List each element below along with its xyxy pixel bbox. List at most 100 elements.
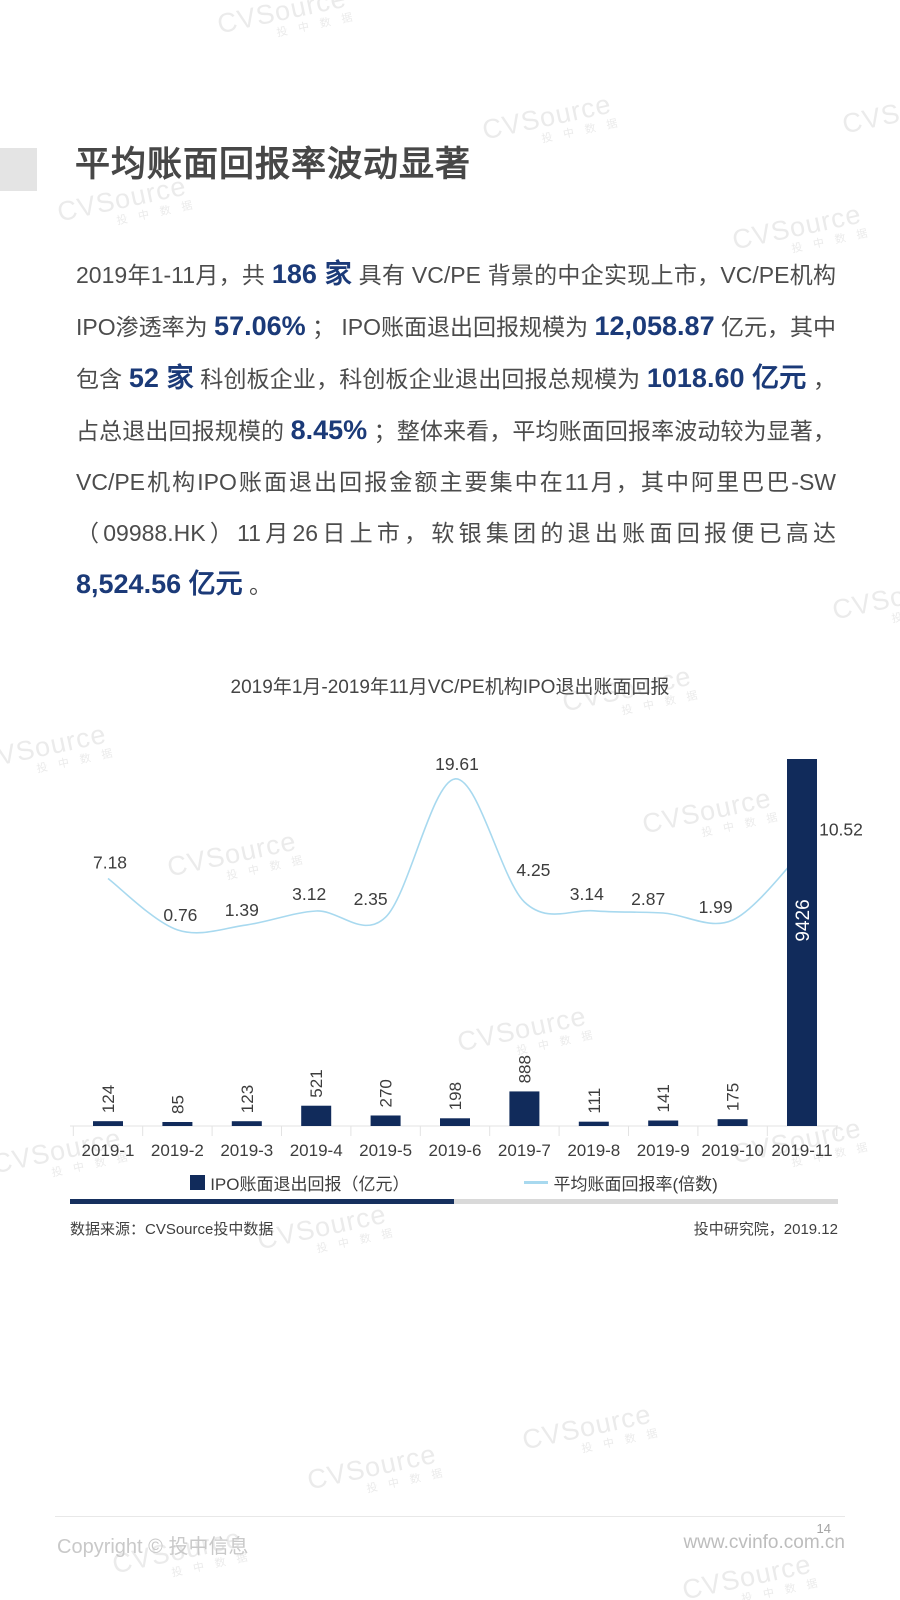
legend-line-label: 平均账面回报率(倍数) [553, 1175, 718, 1194]
bar-value-label: 270 [377, 1079, 396, 1107]
x-axis-label: 2019-4 [290, 1141, 343, 1160]
paragraph-segment: ； IPO账面退出回报规模为 [305, 314, 595, 340]
x-axis-label: 2019-2 [151, 1141, 204, 1160]
watermark-brand-text: CVSource [839, 82, 900, 140]
x-axis-label: 2019-7 [498, 1141, 551, 1160]
page-title: 平均账面回报率波动显著 [75, 145, 472, 184]
paragraph-highlight: 8,524.56 亿元 [76, 569, 243, 599]
line-swatch-icon [524, 1181, 549, 1184]
paragraph-segment: 具有 VC/PE 背景的中企实现上市，VC/PE机构IPO渗透率为 [76, 262, 836, 340]
divider-navy-segment [70, 1199, 454, 1204]
watermark-sub-text: 投 中 数 据 [275, 10, 358, 40]
bar [578, 1121, 609, 1126]
x-axis-label: 2019-8 [567, 1141, 620, 1160]
watermark-brand-text: CVSource [519, 1398, 655, 1456]
watermark-brand-text: CVSource [479, 88, 615, 146]
watermark-sub-text: 投 中 数 据 [890, 597, 900, 626]
line-value-label: 1.39 [225, 900, 259, 920]
bar-value-label: 175 [724, 1083, 743, 1111]
page-number: 14 [816, 1521, 831, 1536]
bar-value-label: 141 [654, 1084, 673, 1112]
watermark-sub-text: 投 中 数 据 [365, 1466, 448, 1496]
bar [301, 1105, 332, 1126]
line-value-label: 2.87 [631, 889, 665, 909]
line-value-label: 19.61 [435, 754, 479, 774]
legend-item-bar: IPO账面退出回报（亿元） [190, 1170, 409, 1195]
line-value-label: 3.12 [292, 884, 326, 904]
paragraph-highlight: 1018.60 亿元 [646, 363, 807, 393]
chart-legend: IPO账面退出回报（亿元） 平均账面回报率(倍数) [70, 1170, 838, 1195]
x-axis-label: 2019-3 [220, 1141, 273, 1160]
watermark-brand-text: CVSource [729, 198, 865, 256]
research-institute-label: 投中研究院，2019.12 [693, 1221, 838, 1238]
line-value-label: 4.25 [516, 860, 550, 880]
copyright-text: Copyright © 投中信息 [57, 1536, 249, 1558]
bar [717, 1119, 748, 1126]
bar-value-label: 124 [99, 1085, 118, 1113]
bar [440, 1118, 470, 1126]
paragraph-segment: 亿元，其中包含 [76, 314, 837, 392]
line-value-label: 0.76 [163, 905, 197, 925]
watermark-sub-text: 投 中 数 据 [740, 1576, 823, 1600]
bar-value-label: 85 [168, 1095, 187, 1114]
brand-watermark: CVSource投 中 数 据 [830, 569, 900, 637]
paragraph-segment: ；整体来看，平均账面回报率波动较为显著，VC/PE机构IPO账面退出回报金额主要… [76, 418, 836, 546]
paragraph-highlight: 8.45% [290, 415, 368, 445]
chart-title: 2019年1月-2019年11月VC/PE机构IPO退出账面回报 [231, 676, 670, 698]
legend-bar-label: IPO账面退出回报（亿元） [210, 1175, 410, 1194]
legend-item-line: 平均账面回报率(倍数) [524, 1170, 718, 1195]
paragraph-segment: 。 [242, 572, 272, 598]
title-accent-block [0, 148, 37, 191]
bar [370, 1115, 401, 1126]
line-value-label: 2.35 [354, 889, 388, 909]
bar [231, 1121, 262, 1126]
x-axis-label: 2019-11 [771, 1141, 832, 1160]
line-series [107, 778, 803, 934]
watermark-brand-text: CVSource [679, 1548, 815, 1600]
paragraph-highlight: 52 家 [128, 363, 194, 393]
data-source-label: 数据来源：CVSource投中数据 [70, 1221, 274, 1238]
bar [509, 1091, 540, 1126]
line-value-label: 3.14 [570, 884, 604, 904]
bar-value-label: 111 [585, 1088, 604, 1114]
line-value-label: 10.52 [819, 820, 863, 840]
watermark-sub-text: 投 中 数 据 [540, 116, 623, 146]
watermark-brand-text: CVSource [829, 568, 900, 626]
bar [787, 759, 817, 1126]
bar-value-label: 888 [515, 1055, 534, 1083]
brand-watermark: CVSource投 中 数 据 [840, 83, 900, 151]
paragraph-highlight: 186 家 [271, 259, 352, 289]
x-axis-label: 2019-9 [637, 1141, 690, 1160]
footer-divider [55, 1516, 845, 1517]
x-axis-label: 2019-6 [429, 1141, 482, 1160]
bar-value-label: 521 [307, 1069, 326, 1097]
chart-area: 2019年1月-2019年11月VC/PE机构IPO退出账面回报 124 85 123… [0, 660, 900, 1175]
source-row: 数据来源：CVSource投中数据 投中研究院，2019.12 [70, 1218, 838, 1239]
bar-value-label: 123 [238, 1085, 257, 1113]
watermark-sub-text: 投 中 数 据 [580, 1426, 663, 1456]
divider-gray-segment [454, 1199, 838, 1204]
bar [648, 1120, 679, 1126]
line-value-label: 7.18 [93, 852, 127, 872]
bar-value-label: 9426 [793, 899, 814, 941]
combo-chart: 2019年1月-2019年11月VC/PE机构IPO退出账面回报 124 85 123… [70, 676, 863, 1160]
x-axis-label: 2019-10 [701, 1141, 763, 1160]
website-link[interactable]: www.cvinfo.com.cn [683, 1532, 845, 1553]
bar-value-label: 198 [446, 1082, 465, 1110]
paragraph-segment: 2019年1-11月，共 [76, 262, 272, 288]
paragraph-segment: ，占总退出回报规模的 [76, 366, 837, 444]
paragraph-highlight: 57.06% [214, 311, 306, 341]
line-value-label: 1.99 [699, 897, 733, 917]
watermark-sub-text: 投 中 数 据 [115, 198, 198, 228]
x-axis-label: 2019-1 [82, 1141, 135, 1160]
bar-swatch-icon [190, 1175, 206, 1190]
bar [162, 1122, 193, 1126]
watermark-brand-text: CVSource [304, 1438, 440, 1496]
watermark-brand-text: CVSource [214, 0, 350, 40]
paragraph-segment: 科创板企业，科创板企业退出回报总规模为 [193, 366, 647, 392]
